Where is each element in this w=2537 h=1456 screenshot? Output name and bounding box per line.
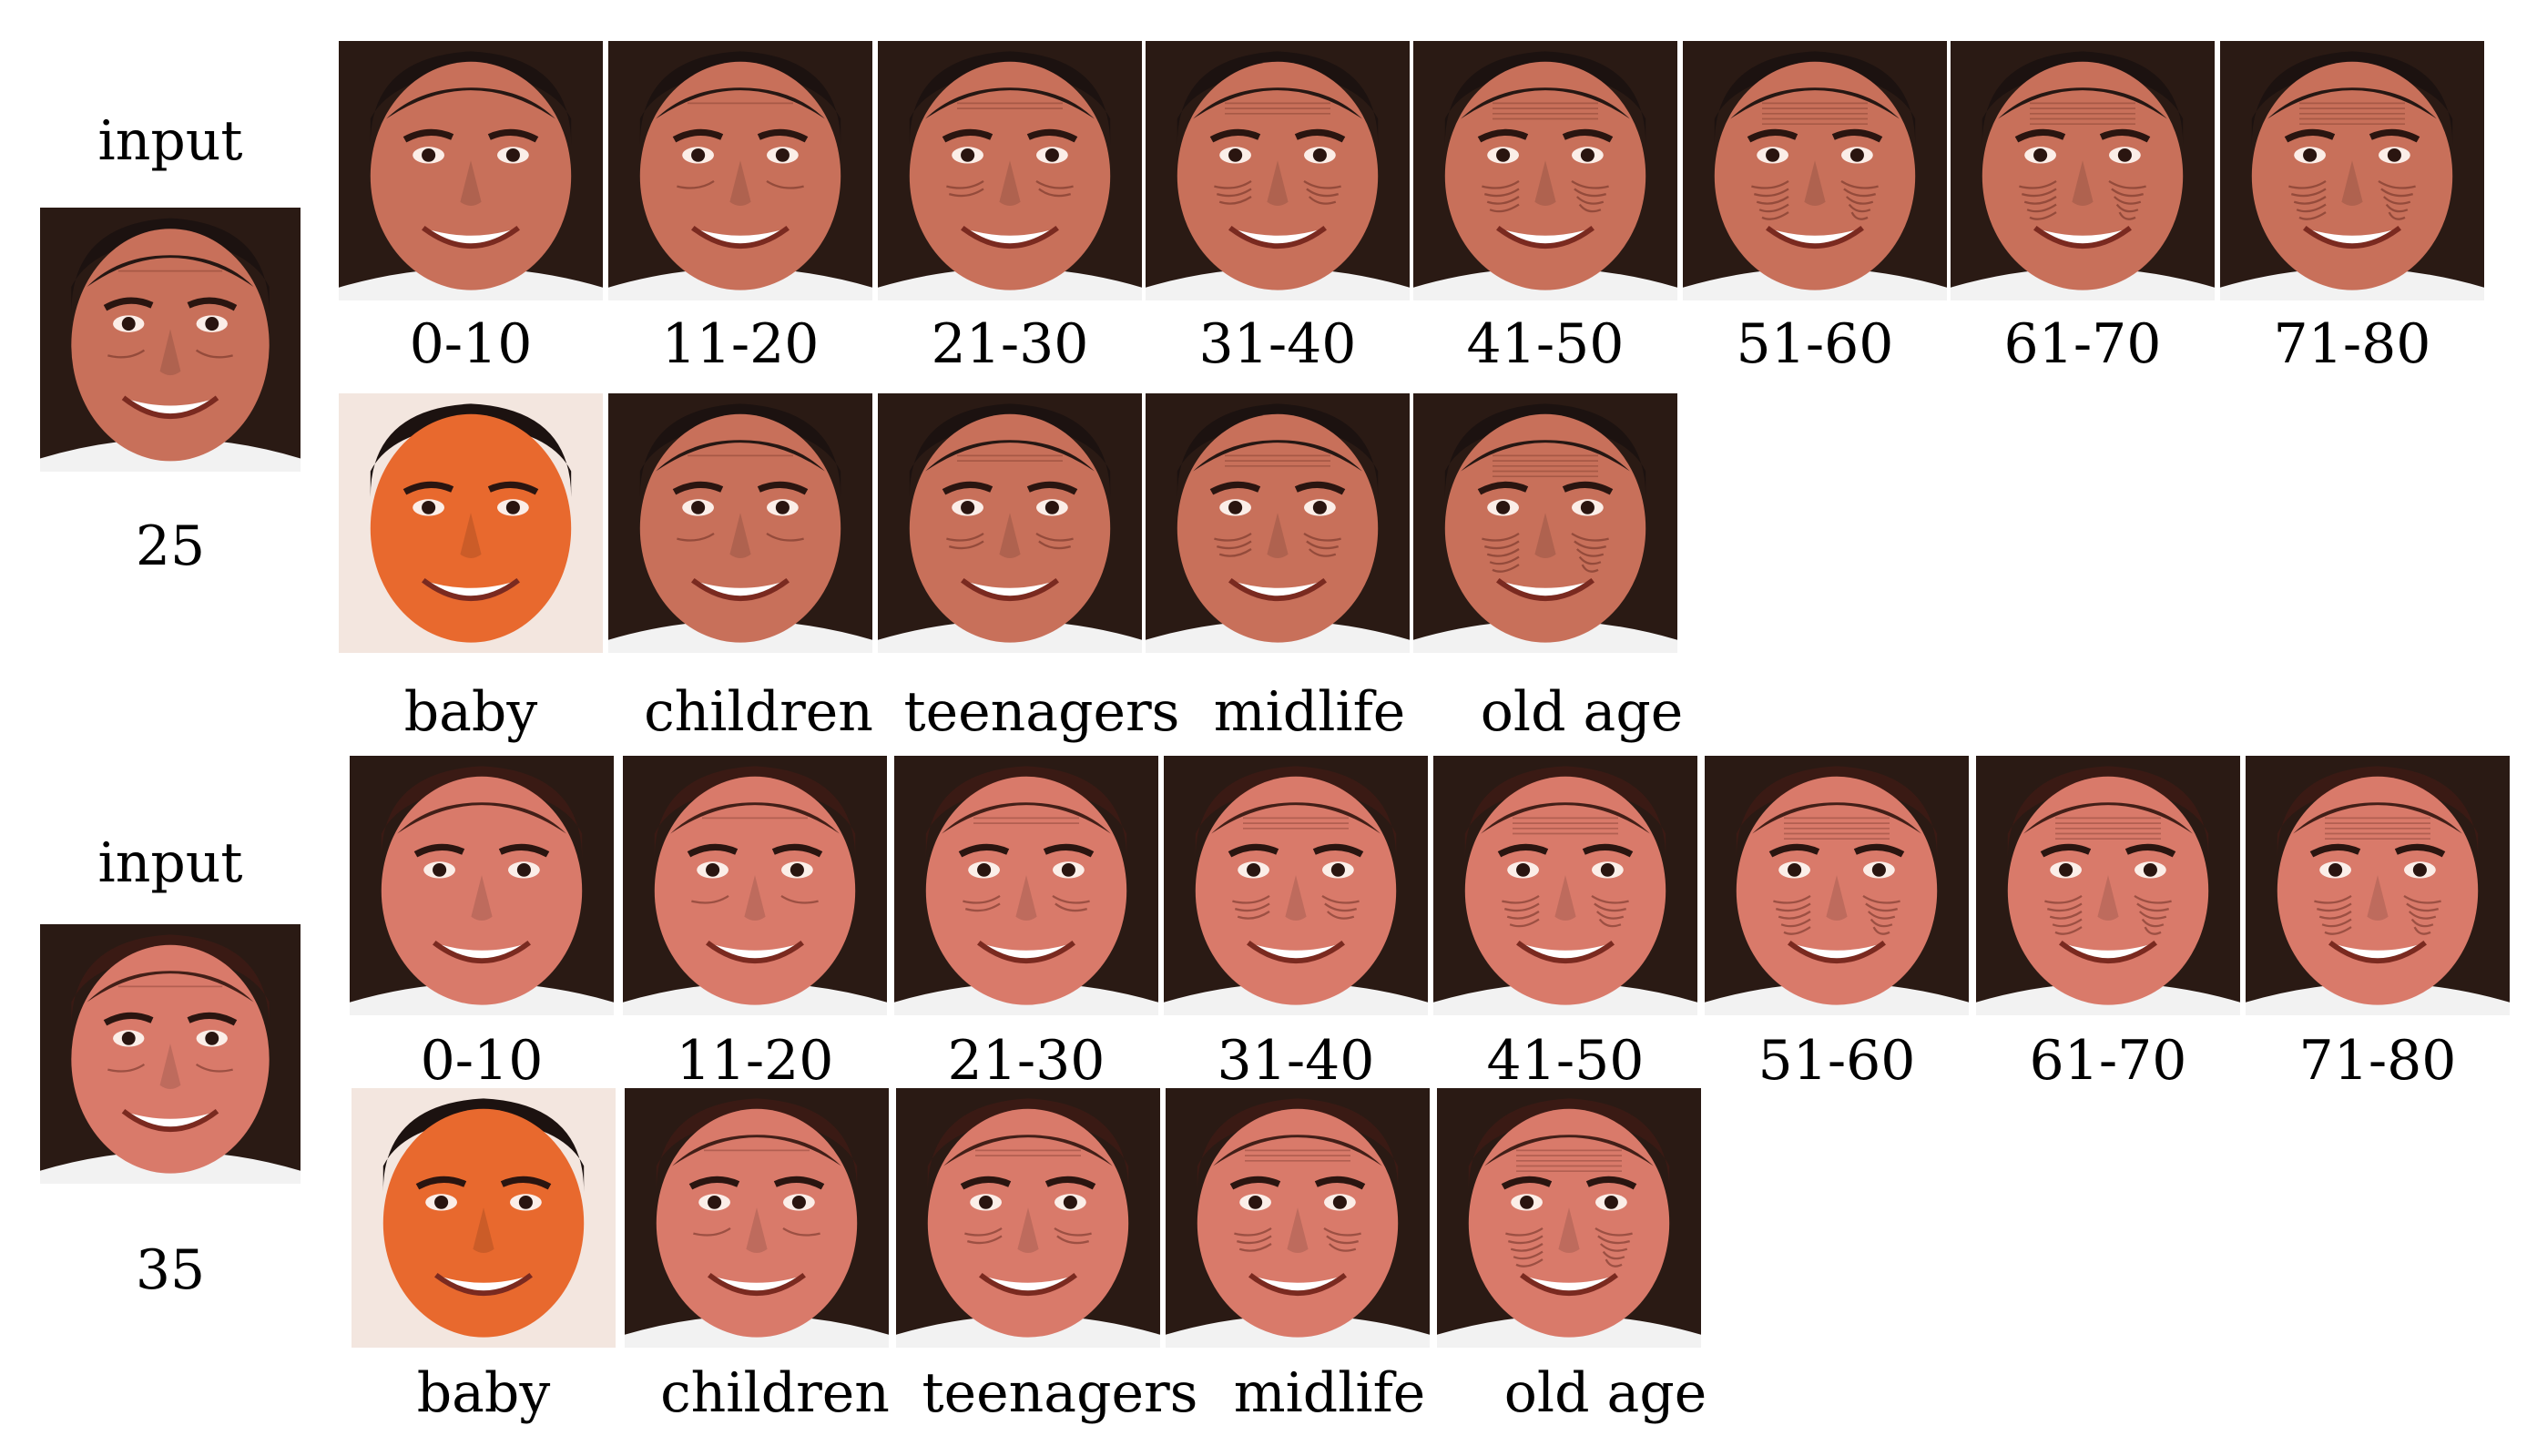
example2-stage-label: old age [1503,1361,1707,1425]
example2-age-group-label: 21-30 [947,1029,1105,1093]
example2-stage-face [1437,1088,1701,1348]
example2-input-face [40,924,301,1184]
example1-stage-face [1413,393,1677,653]
example1-age-group-label: 11-20 [661,312,820,376]
example1-age-group-face [2220,41,2484,300]
example2-stage-label: baby [416,1361,551,1425]
example2-age-group-label: 11-20 [676,1029,834,1093]
example1-input-face [40,208,301,472]
example1-stage-face [608,393,872,653]
example2-age-group-label: 0-10 [420,1029,544,1093]
example2-age-group-face [894,756,1158,1015]
example2-age-group-label: 51-60 [1758,1029,1916,1093]
example1-input-label: input [97,109,243,173]
example1-age-group-label: 71-80 [2273,312,2431,376]
example1-age-group-face [1146,41,1410,300]
example2-stage-face [352,1088,616,1348]
example1-age-group-label: 0-10 [409,312,533,376]
example1-age-group-face [1683,41,1947,300]
example1-age-group-label: 21-30 [931,312,1089,376]
example2-age-group-label: 61-70 [2029,1029,2187,1093]
example2-age-group-label: 71-80 [2298,1029,2457,1093]
example2-stage-label: teenagers [922,1361,1198,1425]
example1-age-group-face [1413,41,1677,300]
example1-age-group-label: 61-70 [2003,312,2162,376]
example1-age-group-label: 41-50 [1466,312,1625,376]
example2-stage-face [896,1088,1160,1348]
example1-stage-face [339,393,603,653]
example1-stage-label: children [644,680,873,744]
example1-stage-label: midlife [1213,680,1406,744]
example2-age-group-face [1433,756,1697,1015]
example2-age-group-label: 31-40 [1217,1029,1375,1093]
example1-stage-face [1146,393,1410,653]
example2-age-group-face [1705,756,1969,1015]
example1-stage-face [878,393,1142,653]
example1-stage-label: baby [403,680,538,744]
example2-age-group-face [1976,756,2240,1015]
example1-age-group-face [1951,41,2215,300]
example1-stage-label: teenagers [903,680,1180,744]
example2-age-group-face [350,756,614,1015]
example2-age-group-face [1164,756,1428,1015]
example2-stage-label: children [660,1361,890,1425]
example2-input-age: 35 [135,1238,206,1302]
example2-stage-face [625,1088,889,1348]
example1-age-group-face [878,41,1142,300]
example2-age-group-label: 41-50 [1486,1029,1645,1093]
example2-input-label: input [97,831,243,895]
example1-age-group-face [608,41,872,300]
example1-stage-label: old age [1480,680,1684,744]
example1-age-group-label: 31-40 [1198,312,1357,376]
example1-age-group-face [339,41,603,300]
example1-age-group-label: 51-60 [1736,312,1894,376]
example2-age-group-face [623,756,887,1015]
example2-stage-label: midlife [1233,1361,1426,1425]
example2-stage-face [1166,1088,1430,1348]
example1-input-age: 25 [135,514,206,578]
example2-age-group-face [2246,756,2510,1015]
